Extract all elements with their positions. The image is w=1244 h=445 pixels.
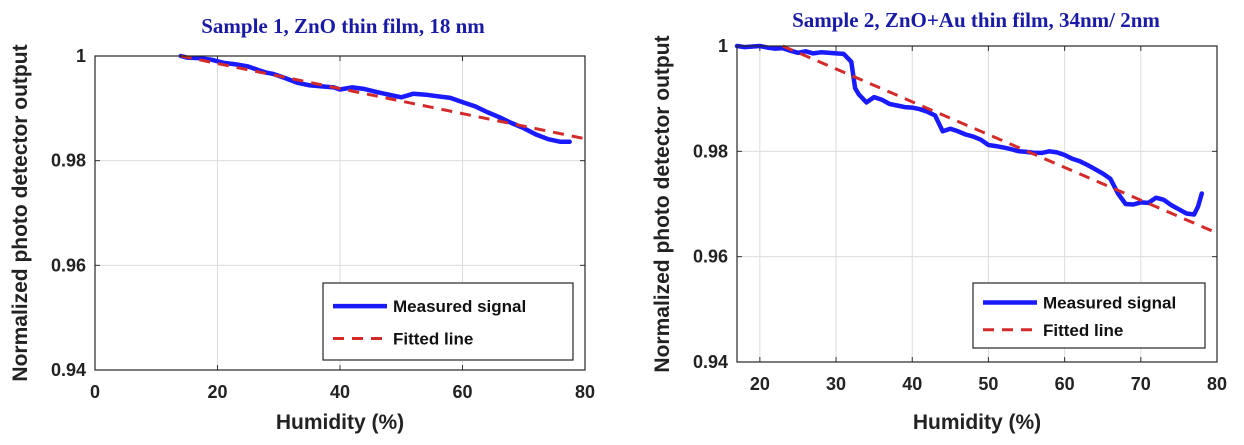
chart-svg-sample-1: 0 20 40 60 80 0.94 0.96 0.98 1 Measured signal Fit…: [9, 14, 595, 434]
x-tick-label: 50: [978, 374, 998, 394]
x-tick-label: 0: [90, 382, 100, 402]
x-tick-label: 30: [826, 374, 846, 394]
y-tick-label: 0.98: [51, 151, 86, 171]
x-axis-label: Humidity (%): [913, 411, 1041, 434]
x-axis-label: Humidity (%): [276, 411, 404, 434]
y-tick-label: 0.98: [693, 141, 728, 161]
x-tick-label: 60: [1055, 374, 1075, 394]
x-tick-label: 20: [750, 374, 770, 394]
axes-frame: [736, 45, 1218, 363]
x-tick-label: 20: [207, 382, 227, 402]
y-axis-label: Normalized photo detector output: [651, 35, 674, 372]
y-tick-label: 0.96: [51, 255, 86, 275]
x-tick-label: 40: [902, 374, 922, 394]
chart-title: Sample 2, ZnO+Au thin film, 34nm/ 2nm: [792, 8, 1160, 32]
chart-title: Sample 1, ZnO thin film, 18 nm: [201, 14, 485, 38]
measured-signal-series: [734, 43, 1205, 217]
legend-box: [322, 282, 574, 361]
chart-panel-sample-2: 20 30 40 50 60 70 80 0.94 0.96 0.98 1 Measured sign…: [622, 0, 1244, 445]
x-tick-label: 80: [1207, 374, 1227, 394]
chart-panel-sample-1: 0 20 40 60 80 0.94 0.96 0.98 1 Measured signal Fit…: [0, 0, 610, 445]
legend-label: Fitted line: [1043, 321, 1123, 340]
y-axis-label: Normalized photo detector output: [9, 44, 32, 381]
x-tick-label: 80: [575, 382, 595, 402]
x-tick-label: 70: [1131, 374, 1151, 394]
y-tick-label: 0.94: [51, 360, 86, 380]
fitted-line-series: [180, 54, 586, 141]
axes-frame: [94, 55, 586, 371]
y-tick-label: 0.96: [693, 247, 728, 267]
x-tick-label: 40: [330, 382, 350, 402]
legend-label: Measured signal: [393, 297, 526, 316]
fitted-line-series: [782, 44, 1218, 235]
y-tick-label: 0.94: [693, 352, 728, 372]
x-tick-label: 60: [452, 382, 472, 402]
measured-signal-series: [178, 53, 572, 145]
y-tick-label: 1: [76, 46, 86, 66]
chart-svg-sample-2: 20 30 40 50 60 70 80 0.94 0.96 0.98 1 Measured sign…: [651, 8, 1227, 434]
legend-label: Fitted line: [393, 329, 473, 348]
legend-label: Measured signal: [1043, 294, 1176, 313]
legend-box: [972, 282, 1206, 349]
y-tick-label: 1: [718, 36, 728, 56]
